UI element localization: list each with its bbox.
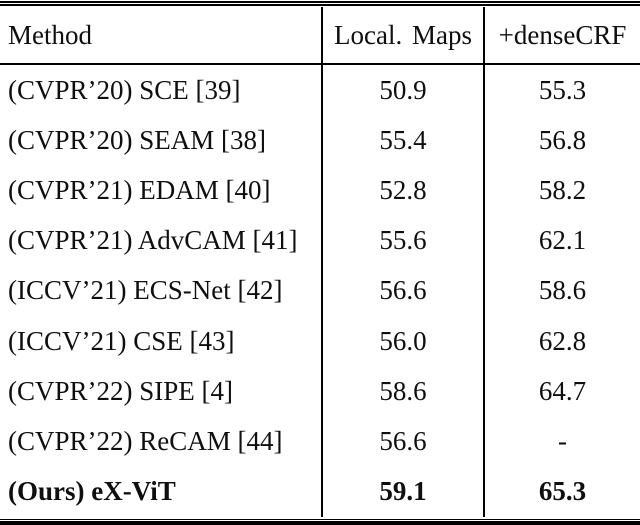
local-maps-cell: 59.1	[321, 466, 483, 517]
densecrf-cell: 65.3	[483, 466, 640, 517]
col-header-densecrf: +denseCRF	[483, 7, 640, 63]
local-maps-cell: 56.6	[321, 416, 483, 467]
local-maps-cell: 56.0	[321, 316, 483, 367]
header-separator-rule	[0, 63, 640, 65]
local-maps-cell: 52.8	[321, 165, 483, 216]
top-double-rule	[0, 1, 640, 7]
table-header-row: Method Local. Maps +denseCRF	[0, 7, 640, 63]
col-header-method: Method	[8, 19, 92, 50]
method-cell: (CVPR’20) SEAM [38]	[8, 124, 267, 155]
densecrf-cell: 58.2	[483, 165, 640, 216]
method-cell: (ICCV’21) CSE [43]	[8, 325, 235, 356]
method-cell: (ICCV’21) ECS-Net [42]	[8, 275, 283, 306]
local-maps-cell: 56.6	[321, 265, 483, 317]
densecrf-cell: 55.3	[483, 65, 640, 116]
densecrf-cell: 62.8	[483, 316, 640, 367]
method-cell: (CVPR’21) AdvCAM [41]	[8, 225, 298, 256]
method-cell: (Ours) eX-ViT	[8, 476, 176, 507]
method-cell: (CVPR’22) ReCAM [44]	[8, 426, 283, 457]
col-header-local-maps: Local. Maps	[321, 7, 483, 63]
local-maps-cell: 55.4	[321, 115, 483, 166]
local-maps-cell: 55.6	[321, 215, 483, 266]
method-cell: (CVPR’22) SIPE [4]	[8, 375, 234, 406]
local-maps-cell: 58.6	[321, 366, 483, 417]
densecrf-cell: 64.7	[483, 366, 640, 417]
bottom-double-rule	[0, 518, 640, 525]
densecrf-cell: 58.6	[483, 265, 640, 317]
densecrf-cell: 56.8	[483, 115, 640, 166]
table-body: (CVPR’20) SCE [39] 50.9 55.3 (CVPR’20) S…	[0, 65, 640, 517]
method-cell: (CVPR’20) SCE [39]	[8, 74, 241, 105]
method-cell: (CVPR’21) EDAM [40]	[8, 175, 271, 206]
densecrf-cell: -	[483, 416, 640, 467]
densecrf-cell: 62.1	[483, 215, 640, 266]
local-maps-cell: 50.9	[321, 65, 483, 116]
